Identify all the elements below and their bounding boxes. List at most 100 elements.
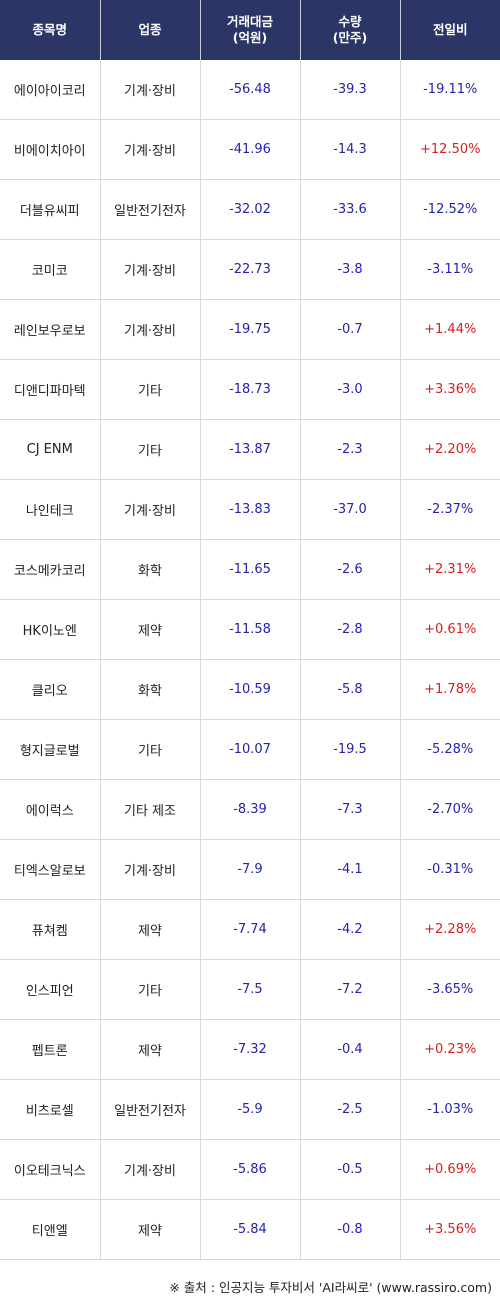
stock-sector: 화학 bbox=[100, 659, 201, 720]
table-row: 펩트론 제약 -7.32 -0.4 +0.23% bbox=[0, 1019, 500, 1080]
trade-quantity: -0.5 bbox=[300, 1139, 401, 1200]
stock-name: 형지글로벌 bbox=[0, 719, 101, 780]
trade-amount: -5.9 bbox=[200, 1079, 301, 1140]
stock-sector: 화학 bbox=[100, 539, 201, 600]
stock-name: CJ ENM bbox=[0, 419, 101, 480]
price-change: -5.28% bbox=[400, 719, 500, 780]
stock-name: 나인테크 bbox=[0, 479, 101, 540]
trade-quantity: -7.3 bbox=[300, 779, 401, 840]
trade-quantity: -2.6 bbox=[300, 539, 401, 600]
table-row: 형지글로벌 기타 -10.07 -19.5 -5.28% bbox=[0, 719, 500, 780]
price-change: -1.03% bbox=[400, 1079, 500, 1140]
stock-name: 코미코 bbox=[0, 239, 101, 300]
trade-quantity: -7.2 bbox=[300, 959, 401, 1020]
trade-quantity: -19.5 bbox=[300, 719, 401, 780]
stock-sector: 기계·장비 bbox=[100, 239, 201, 300]
trade-amount: -22.73 bbox=[200, 239, 301, 300]
trade-quantity: -3.0 bbox=[300, 359, 401, 420]
trade-amount: -32.02 bbox=[200, 179, 301, 240]
trade-quantity: -5.8 bbox=[300, 659, 401, 720]
table-row: 레인보우로보 기계·장비 -19.75 -0.7 +1.44% bbox=[0, 299, 500, 360]
trade-amount: -13.87 bbox=[200, 419, 301, 480]
header-sector-label: 업종 bbox=[138, 22, 162, 37]
price-change: +2.28% bbox=[400, 899, 500, 960]
trade-quantity: -37.0 bbox=[300, 479, 401, 540]
stock-name: 레인보우로보 bbox=[0, 299, 101, 360]
trade-amount: -5.84 bbox=[200, 1199, 301, 1260]
stock-sector: 제약 bbox=[100, 599, 201, 660]
stock-name: 비에이치아이 bbox=[0, 119, 101, 180]
table-row: 퓨쳐켐 제약 -7.74 -4.2 +2.28% bbox=[0, 899, 500, 960]
trade-amount: -7.5 bbox=[200, 959, 301, 1020]
trade-amount: -18.73 bbox=[200, 359, 301, 420]
header-qty-label: 수량 bbox=[338, 14, 362, 29]
trade-quantity: -3.8 bbox=[300, 239, 401, 300]
table-row: CJ ENM 기타 -13.87 -2.3 +2.20% bbox=[0, 419, 500, 480]
price-change: +3.36% bbox=[400, 359, 500, 420]
trade-amount: -11.65 bbox=[200, 539, 301, 600]
stock-table: 종목명 업종 거래대금 (억원) 수량 (만주) 전일비 에이아이코리 기계·장비… bbox=[0, 0, 500, 1260]
price-change: -19.11% bbox=[400, 60, 500, 120]
stock-sector: 기타 bbox=[100, 719, 201, 780]
header-amount-unit: (억원) bbox=[232, 30, 268, 45]
trade-amount: -13.83 bbox=[200, 479, 301, 540]
trade-quantity: -14.3 bbox=[300, 119, 401, 180]
stock-name: 퓨쳐켐 bbox=[0, 899, 101, 960]
price-change: +2.31% bbox=[400, 539, 500, 600]
table-row: 더블유씨피 일반전기전자 -32.02 -33.6 -12.52% bbox=[0, 179, 500, 240]
stock-sector: 기계·장비 bbox=[100, 839, 201, 900]
trade-amount: -10.07 bbox=[200, 719, 301, 780]
stock-sector: 제약 bbox=[100, 899, 201, 960]
header-name: 종목명 bbox=[0, 0, 101, 60]
table-body: 에이아이코리 기계·장비 -56.48 -39.3 -19.11% 비에이치아이 기계·장비… bbox=[0, 60, 500, 1260]
trade-quantity: -0.8 bbox=[300, 1199, 401, 1260]
table-row: 비츠로셀 일반전기전자 -5.9 -2.5 -1.03% bbox=[0, 1079, 500, 1140]
table-row: 디앤디파마텍 기타 -18.73 -3.0 +3.36% bbox=[0, 359, 500, 420]
stock-name: 클리오 bbox=[0, 659, 101, 720]
price-change: -12.52% bbox=[400, 179, 500, 240]
stock-sector: 기타 제조 bbox=[100, 779, 201, 840]
price-change: +1.78% bbox=[400, 659, 500, 720]
price-change: +0.61% bbox=[400, 599, 500, 660]
trade-quantity: -2.5 bbox=[300, 1079, 401, 1140]
stock-name: 티엑스알로보 bbox=[0, 839, 101, 900]
trade-quantity: -2.8 bbox=[300, 599, 401, 660]
header-amount: 거래대금 (억원) bbox=[200, 0, 301, 60]
table-row: 에이럭스 기타 제조 -8.39 -7.3 -2.70% bbox=[0, 779, 500, 840]
stock-sector: 제약 bbox=[100, 1199, 201, 1260]
price-change: -2.70% bbox=[400, 779, 500, 840]
table-row: 이오테크닉스 기계·장비 -5.86 -0.5 +0.69% bbox=[0, 1139, 500, 1200]
stock-sector: 일반전기전자 bbox=[100, 1079, 201, 1140]
stock-name: 에이아이코리 bbox=[0, 60, 101, 120]
table-row: 코스메카코리 화학 -11.65 -2.6 +2.31% bbox=[0, 539, 500, 600]
price-change: +0.23% bbox=[400, 1019, 500, 1080]
header-amount-label: 거래대금 bbox=[226, 14, 273, 29]
header-change: 전일비 bbox=[400, 0, 500, 60]
header-qty-unit: (만주) bbox=[332, 30, 368, 45]
trade-amount: -56.48 bbox=[200, 60, 301, 120]
price-change: -2.37% bbox=[400, 479, 500, 540]
stock-sector: 기타 bbox=[100, 959, 201, 1020]
stock-sector: 기계·장비 bbox=[100, 119, 201, 180]
stock-name: HK이노엔 bbox=[0, 599, 101, 660]
table-header: 종목명 업종 거래대금 (억원) 수량 (만주) 전일비 bbox=[0, 0, 500, 60]
table-row: HK이노엔 제약 -11.58 -2.8 +0.61% bbox=[0, 599, 500, 660]
stock-sector: 기계·장비 bbox=[100, 1139, 201, 1200]
table-row: 티엑스알로보 기계·장비 -7.9 -4.1 -0.31% bbox=[0, 839, 500, 900]
price-change: +0.69% bbox=[400, 1139, 500, 1200]
table-row: 나인테크 기계·장비 -13.83 -37.0 -2.37% bbox=[0, 479, 500, 540]
stock-name: 더블유씨피 bbox=[0, 179, 101, 240]
price-change: -3.65% bbox=[400, 959, 500, 1020]
price-change: -3.11% bbox=[400, 239, 500, 300]
trade-amount: -7.74 bbox=[200, 899, 301, 960]
price-change: +2.20% bbox=[400, 419, 500, 480]
stock-name: 코스메카코리 bbox=[0, 539, 101, 600]
price-change: -0.31% bbox=[400, 839, 500, 900]
stock-sector: 기타 bbox=[100, 419, 201, 480]
stock-name: 인스피언 bbox=[0, 959, 101, 1020]
price-change: +3.56% bbox=[400, 1199, 500, 1260]
source-caption: ※ 출처 : 인공지능 투자비서 'AI라씨로' (www.rassiro.co… bbox=[169, 1280, 492, 1295]
stock-sector: 기계·장비 bbox=[100, 479, 201, 540]
trade-quantity: -2.3 bbox=[300, 419, 401, 480]
